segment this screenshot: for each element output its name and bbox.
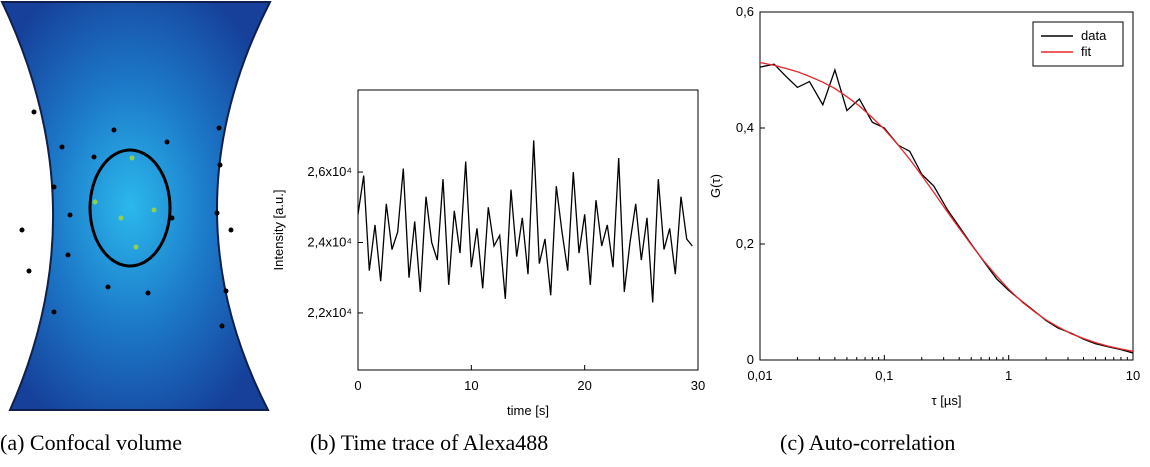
x-tick-label: 0,1 xyxy=(875,368,893,383)
x-tick-label: 10 xyxy=(464,378,478,393)
x-tick-label: 20 xyxy=(577,378,591,393)
x-tick-label: 1 xyxy=(1005,368,1012,383)
y-tick-label: 0 xyxy=(747,352,754,367)
confocal-diagram xyxy=(0,1,272,411)
y-tick-label: 2,4x10⁴ xyxy=(307,235,352,250)
series-line xyxy=(357,140,693,303)
y-tick-label: 2,6x10⁴ xyxy=(307,164,352,179)
y-axis-label: Intensity [a.u.] xyxy=(271,190,286,271)
legend-box xyxy=(1032,21,1124,67)
y-tick-label: 0,4 xyxy=(736,120,754,135)
legend-label: fit xyxy=(1081,44,1092,59)
caption: (b) Time trace of Alexa488 xyxy=(310,430,548,455)
caption: (a) Confocal volume xyxy=(0,430,182,455)
y-tick-label: 0,2 xyxy=(736,236,754,251)
x-axis-label: time [s] xyxy=(507,403,549,418)
x-tick-label: 0,01 xyxy=(747,368,772,383)
x-axis-label: τ [µs] xyxy=(932,393,962,408)
plot-frame xyxy=(357,89,699,371)
y-tick-label: 0,6 xyxy=(736,4,754,19)
plot-frame xyxy=(759,11,1134,361)
series-line xyxy=(759,63,1134,354)
x-tick-label: 30 xyxy=(691,378,705,393)
x-tick-label: 10 xyxy=(1126,368,1140,383)
y-tick-label: 2,2x10⁴ xyxy=(307,305,352,320)
caption: (c) Auto-correlation xyxy=(780,430,955,455)
legend-label: data xyxy=(1081,28,1107,43)
y-axis-label: G(τ) xyxy=(708,174,723,198)
x-tick-label: 0 xyxy=(354,378,361,393)
series-line xyxy=(759,61,1134,352)
